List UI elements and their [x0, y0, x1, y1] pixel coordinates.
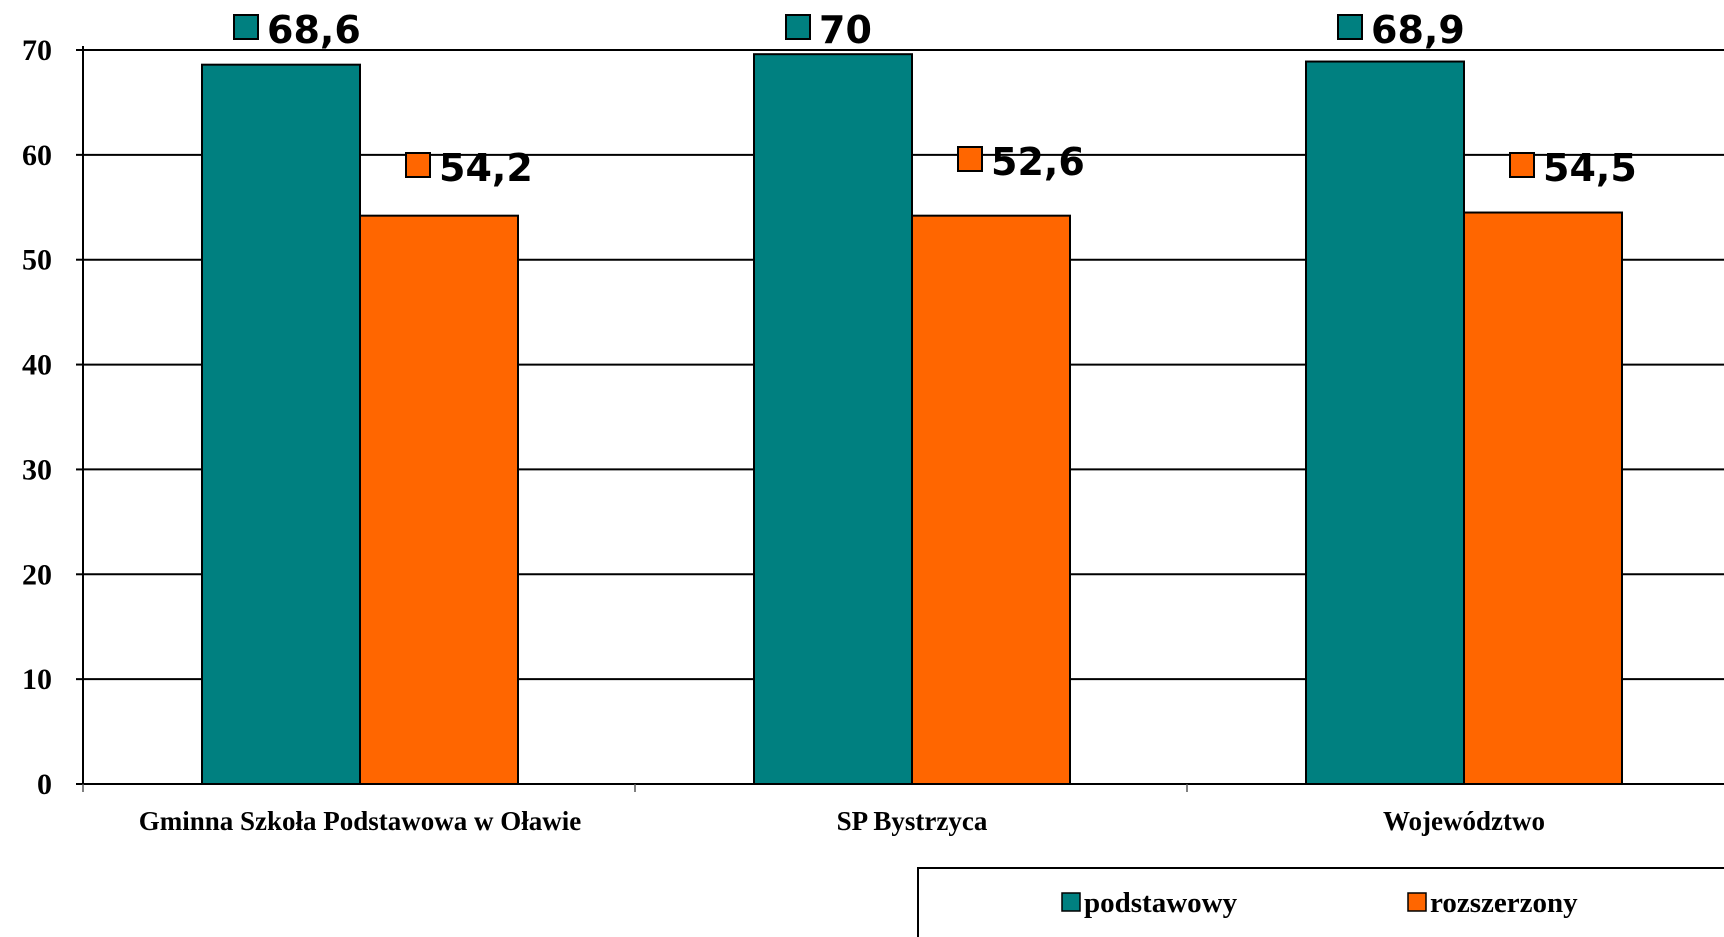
data-label-key: [405, 152, 431, 178]
data-label-key: [1509, 152, 1535, 178]
x-category-label: SP Bystrzyca: [837, 806, 988, 836]
y-tick-label: 0: [37, 768, 52, 801]
bar-rozszerzony-1: [911, 214, 1071, 786]
data-label: 52,6: [991, 140, 1085, 184]
data-label: 68,6: [267, 8, 361, 52]
bars: [201, 53, 1623, 786]
category-labels: Gminna Szkoła Podstawowa w Oławie SP Byst…: [139, 806, 1545, 836]
bar-podstawowy-1: [753, 53, 913, 786]
x-category-label: Województwo: [1383, 806, 1545, 836]
y-tick-label: 60: [22, 139, 52, 172]
y-tick-label: 30: [22, 453, 52, 486]
bar-podstawowy-0: [201, 63, 361, 786]
data-label-key: [785, 14, 811, 40]
legend-entry: podstawowy: [1084, 887, 1238, 919]
data-label: 70: [819, 8, 872, 52]
legend-box: [917, 867, 1724, 937]
data-label: 54,5: [1543, 146, 1637, 190]
data-labels: 68,6 70 68,9 54,2 52,6 54,5: [233, 8, 1637, 190]
bar-rozszerzony-2: [1463, 211, 1623, 785]
y-tick-labels: 0 10 20 30 40 50 60 70: [22, 34, 52, 801]
bar-rozszerzony-0: [359, 214, 519, 786]
y-tick-label: 10: [22, 663, 52, 696]
legend-entry: rozszerzony: [1430, 887, 1578, 919]
data-label-key: [1337, 14, 1363, 40]
y-tick-label: 50: [22, 244, 52, 277]
bar-podstawowy-2: [1305, 60, 1465, 785]
legend-swatch: [1061, 892, 1081, 912]
y-tick-label: 40: [22, 349, 52, 382]
y-tick-label: 70: [22, 34, 52, 67]
legend-swatch: [1407, 892, 1427, 912]
y-tick-label: 20: [22, 558, 52, 591]
x-category-label: Gminna Szkoła Podstawowa w Oławie: [139, 806, 582, 836]
data-label-key: [957, 146, 983, 172]
data-label: 68,9: [1371, 8, 1465, 52]
data-label: 54,2: [439, 146, 533, 190]
data-label-key: [233, 14, 259, 40]
legend: podstawowy rozszerzony: [917, 867, 1724, 937]
